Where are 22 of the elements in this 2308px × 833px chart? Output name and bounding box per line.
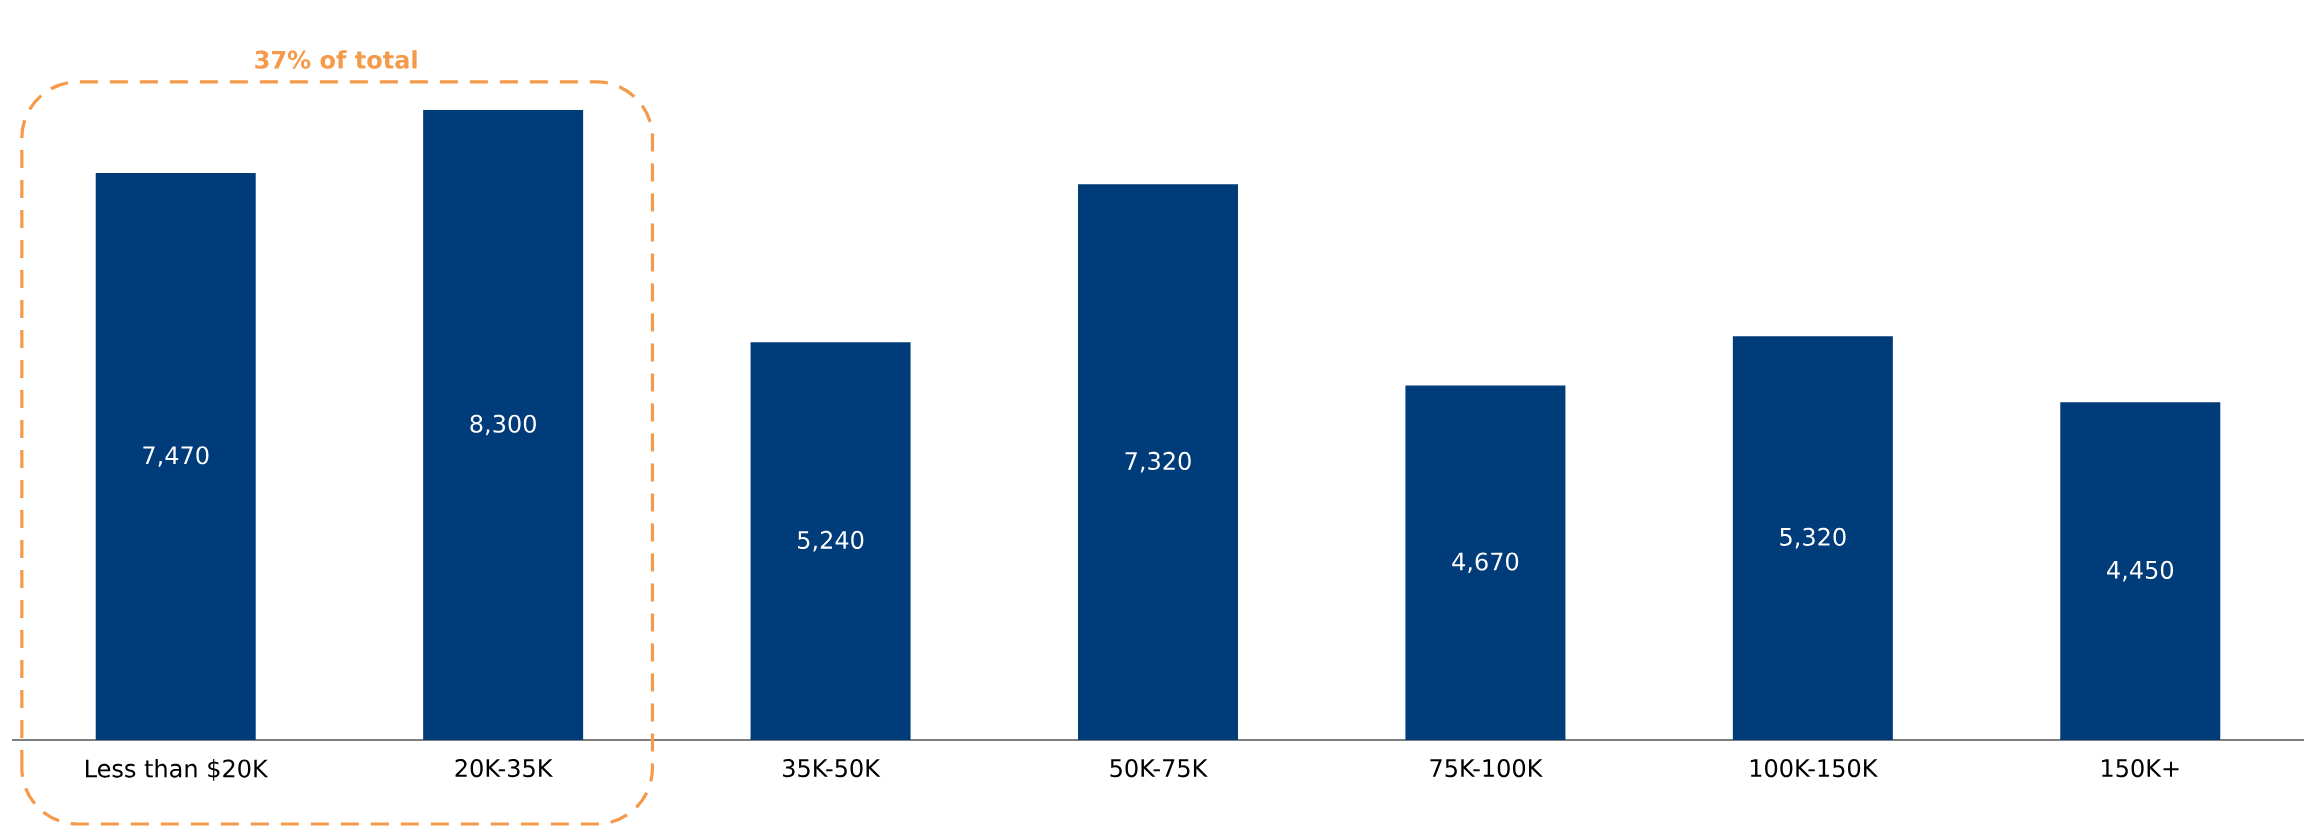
data-label: 8,300 bbox=[470, 414, 536, 436]
data-label: 7,470 bbox=[143, 446, 209, 467]
data-label: 7,320 bbox=[1125, 451, 1191, 473]
x-tick-label: 100K-150K bbox=[1750, 759, 1878, 778]
bar bbox=[1732, 336, 1893, 740]
bar bbox=[750, 342, 911, 740]
bar bbox=[1405, 385, 1566, 740]
text: 37% of total bbox=[255, 50, 417, 69]
x-tick-label: Less than $20K bbox=[86, 759, 269, 781]
data-label: 5,320 bbox=[1780, 527, 1846, 549]
bar bbox=[2060, 402, 2221, 740]
data-label: 4,670 bbox=[1452, 552, 1519, 574]
bar bbox=[1078, 184, 1238, 740]
x-tick-label: 150K+ bbox=[2102, 759, 2179, 778]
x-tick-label: 20K-35K bbox=[455, 759, 554, 778]
x-tick-label: 35K-50K bbox=[783, 759, 881, 778]
x-tick-label: 75K-100K bbox=[1430, 759, 1543, 778]
data-label: 5,240 bbox=[798, 530, 864, 552]
bar bbox=[423, 109, 584, 740]
bar bbox=[95, 172, 256, 740]
data-label: 4,450 bbox=[2107, 560, 2174, 582]
x-tick-label: 50K-75K bbox=[1110, 759, 1208, 778]
